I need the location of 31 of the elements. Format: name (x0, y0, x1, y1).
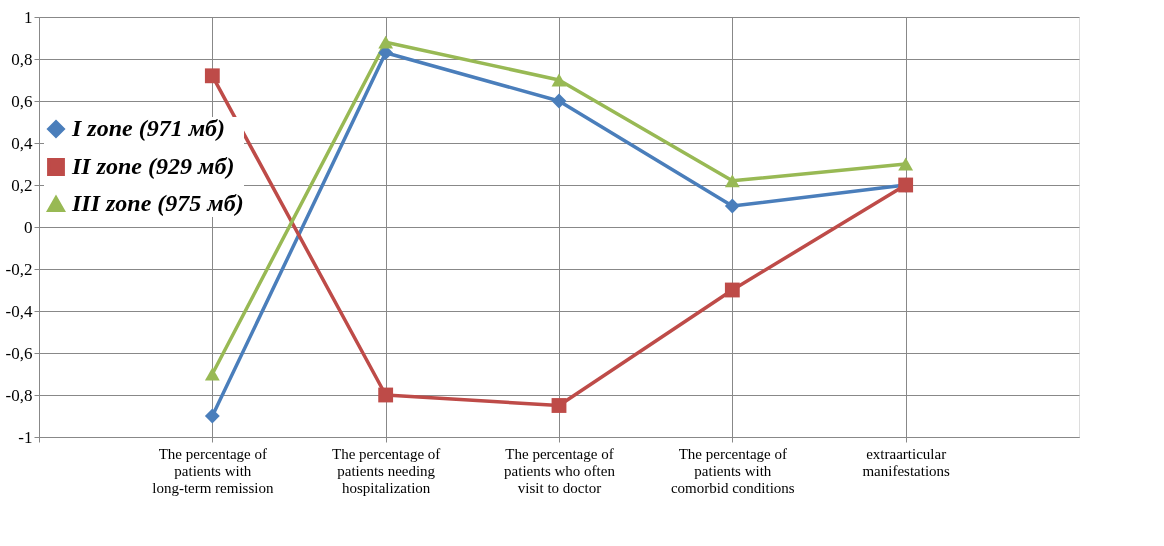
point (378, 35, 394, 49)
point (551, 93, 567, 109)
y-tick-label: -0,8 (5, 385, 33, 405)
point (724, 174, 740, 188)
point (551, 398, 567, 413)
point (204, 367, 220, 381)
y-tick-label: 0 (24, 217, 33, 237)
point (378, 387, 394, 403)
point (724, 282, 740, 298)
point (204, 68, 220, 84)
y-tick-label: -1 (18, 427, 33, 447)
legend-label: II zone (929 мб) (71, 153, 235, 179)
x-tick-label: The percentage of patients who often visit to doctor (504, 445, 616, 496)
x-tick-label: The percentage of patients needing hospitalization (332, 445, 441, 496)
y-tick-label: -0,4 (5, 301, 33, 321)
y-tick-label: -0,6 (5, 343, 33, 363)
y-tick-label: -0,2 (5, 259, 33, 279)
point (898, 157, 914, 171)
x-tick-label: The percentage of patients with long-term remission (152, 445, 274, 496)
point (204, 408, 220, 424)
y-tick-label: 0,6 (11, 91, 33, 111)
point (551, 73, 567, 87)
point (724, 198, 740, 214)
y-tick-label: 1 (24, 7, 33, 27)
y-tick-label: 0,2 (11, 175, 33, 195)
x-tick-label: extraarticular manifestations (862, 445, 951, 479)
x-tick-label: The percentage of patients with comorbid conditions (670, 445, 795, 496)
legend-label: III zone (975 мб) (71, 190, 244, 216)
y-tick-label: 0,4 (11, 133, 33, 153)
legend-label: I zone (971 мб) (71, 115, 226, 141)
y-tick-label: 0,8 (11, 49, 33, 69)
